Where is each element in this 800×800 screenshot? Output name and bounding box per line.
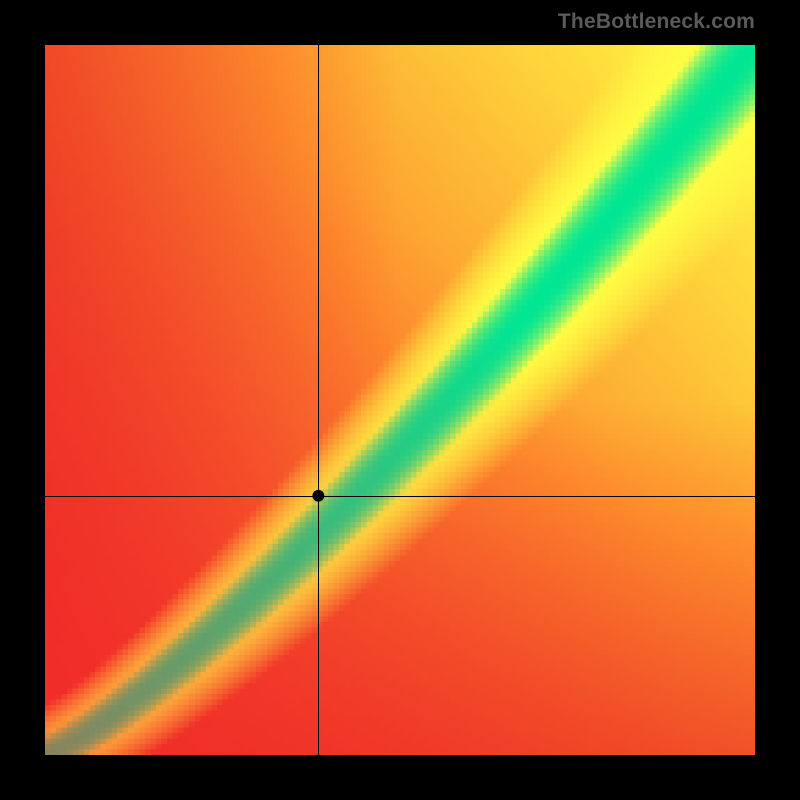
heatmap-plot [45,45,755,755]
watermark-text: TheBottleneck.com [558,10,755,34]
page-frame: TheBottleneck.com [0,0,800,800]
crosshair-overlay [45,45,755,755]
